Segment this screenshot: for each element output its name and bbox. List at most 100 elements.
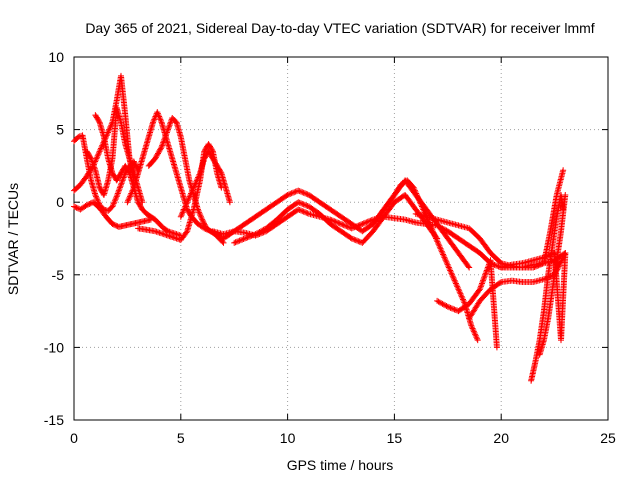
y-tick-label: -10: [44, 339, 64, 355]
data-point: [444, 261, 451, 268]
data-point: [297, 200, 304, 207]
data-point: [352, 237, 359, 244]
data-point: [291, 189, 298, 196]
data-point: [493, 344, 500, 351]
data-point: [457, 290, 464, 297]
data-point: [363, 219, 370, 226]
data-point: [188, 189, 195, 196]
data-point: [180, 207, 187, 214]
data-point: [157, 117, 164, 124]
data-point: [194, 175, 201, 182]
data-point: [244, 234, 251, 241]
data-point: [439, 300, 446, 307]
data-point: [430, 229, 437, 236]
data-point: [411, 186, 418, 193]
data-point: [98, 144, 105, 151]
data-point: [447, 304, 454, 311]
data-points: [71, 72, 569, 384]
data-point: [195, 207, 202, 214]
data-point: [366, 218, 373, 225]
x-tick-label: 0: [70, 430, 78, 446]
data-point: [95, 118, 102, 125]
data-series: [145, 114, 227, 246]
data-point: [470, 328, 477, 335]
data-point: [471, 329, 478, 336]
data-point: [196, 210, 203, 217]
data-point: [459, 296, 466, 303]
data-point: [478, 280, 485, 287]
data-point: [287, 190, 294, 197]
data-point: [435, 298, 442, 305]
data-point: [161, 136, 168, 143]
data-point: [111, 199, 118, 206]
data-point: [249, 232, 256, 239]
data-point: [414, 193, 421, 200]
data-point: [91, 165, 98, 172]
data-point: [284, 191, 291, 198]
data-point: [116, 186, 123, 193]
data-point: [150, 117, 157, 124]
data-point: [434, 238, 441, 245]
data-point: [196, 171, 203, 178]
data-point: [162, 132, 169, 139]
data-point: [94, 154, 101, 161]
data-point: [153, 153, 160, 160]
data-point: [304, 210, 311, 217]
data-point: [456, 289, 463, 296]
data-point: [120, 175, 127, 182]
data-point: [446, 304, 453, 311]
data-point: [295, 206, 302, 213]
data-point: [106, 125, 113, 132]
data-point: [484, 265, 491, 272]
data-point: [454, 284, 461, 291]
data-point: [114, 191, 121, 198]
data-point: [442, 302, 449, 309]
data-point: [85, 201, 92, 208]
data-point: [419, 205, 426, 212]
data-point: [161, 135, 168, 142]
y-tick-label: -15: [44, 412, 64, 428]
data-point: [532, 263, 539, 270]
data-point: [431, 231, 438, 238]
data-point: [156, 147, 163, 154]
y-tick-label: 0: [56, 194, 64, 210]
data-point: [156, 114, 163, 121]
data-point: [166, 123, 173, 130]
data-point: [358, 221, 365, 228]
data-point: [301, 209, 308, 216]
data-point: [88, 155, 95, 162]
data-point: [483, 268, 490, 275]
data-point: [297, 188, 304, 195]
data-point: [164, 128, 171, 135]
data-point: [115, 187, 122, 194]
y-tick-label: 10: [48, 49, 64, 65]
data-point: [128, 190, 135, 197]
data-point: [452, 279, 459, 286]
data-point: [560, 167, 567, 174]
x-tick-label: 10: [280, 430, 296, 446]
data-point: [415, 194, 422, 201]
data-point: [412, 189, 419, 196]
data-point: [301, 190, 308, 197]
data-point: [111, 197, 118, 204]
data-point: [109, 203, 116, 210]
data-point: [476, 286, 483, 293]
data-point: [446, 265, 453, 272]
data-point: [94, 197, 101, 204]
data-point: [283, 192, 290, 199]
data-point: [544, 252, 551, 259]
data-point: [94, 152, 101, 159]
data-point: [115, 189, 122, 196]
data-point: [443, 260, 450, 267]
data-point: [303, 202, 310, 209]
data-point: [119, 178, 126, 185]
data-point: [181, 206, 188, 213]
data-point: [449, 273, 456, 280]
x-tick-label: 5: [177, 430, 185, 446]
data-point: [182, 203, 189, 210]
data-point: [252, 231, 259, 238]
data-point: [93, 194, 100, 201]
data-point: [188, 190, 195, 197]
data-point: [165, 125, 172, 132]
